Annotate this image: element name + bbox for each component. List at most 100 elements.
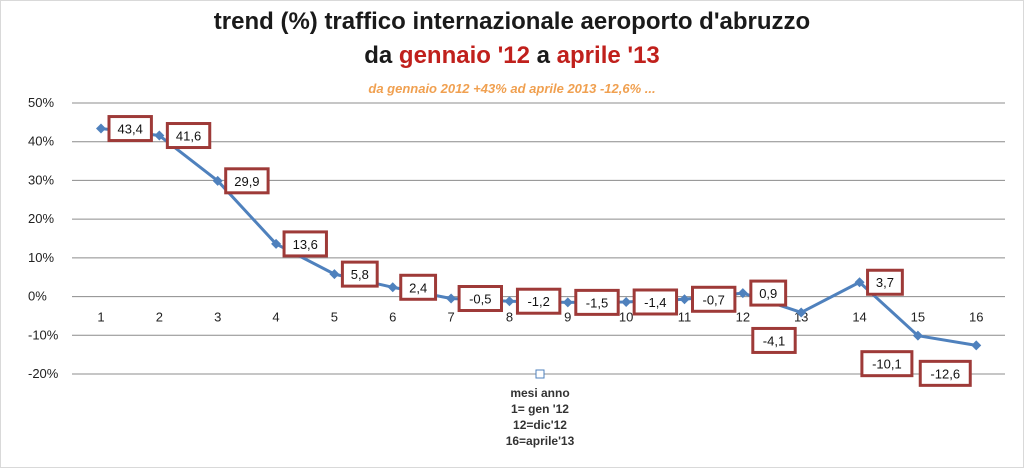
- data-label-text: 29,9: [234, 174, 259, 189]
- x-axis-note-line: 12=dic'12: [513, 418, 567, 432]
- y-tick-label: 50%: [28, 95, 54, 110]
- data-label-box: [866, 268, 904, 296]
- data-label: -4,1: [751, 326, 797, 354]
- data-label-box: [574, 288, 620, 316]
- data-label-text: -0,5: [469, 292, 491, 307]
- x-axis-note-line: 16=aprile'13: [505, 434, 575, 448]
- data-label-text: -0,7: [702, 292, 724, 307]
- x-tick-label: 2: [156, 310, 163, 325]
- data-point: [96, 123, 106, 134]
- data-point: [446, 293, 457, 304]
- data-point: [971, 340, 982, 351]
- x-axis-note-line: mesi anno: [510, 386, 570, 400]
- x-tick-label: 4: [272, 310, 279, 325]
- data-label-box: [165, 122, 212, 150]
- data-label-text: 0,9: [759, 286, 777, 301]
- data-label: 2,4: [399, 273, 438, 301]
- x-tick-label: 15: [911, 310, 925, 325]
- data-point: [912, 330, 923, 341]
- chart-title-line2: da gennaio '12 a aprile '13: [0, 44, 1024, 68]
- data-label: -1,2: [515, 287, 562, 315]
- data-point: [854, 277, 865, 288]
- data-point: [621, 296, 632, 307]
- data-label-box: [282, 230, 328, 258]
- gridlines: [72, 102, 1005, 375]
- data-label-box: [691, 285, 737, 313]
- data-label-box: [751, 326, 797, 354]
- x-tick-label: 5: [331, 310, 338, 325]
- data-label-box: [224, 167, 270, 195]
- data-point: [154, 130, 165, 141]
- data-label-box: [340, 260, 379, 288]
- data-label-text: -4,1: [763, 333, 785, 348]
- data-label-box: [860, 350, 914, 378]
- y-tick-label: 10%: [28, 250, 54, 265]
- y-tick-label: -10%: [28, 327, 59, 342]
- data-point: [271, 238, 282, 249]
- data-label: 5,8: [340, 260, 379, 288]
- chart-subtitle: da gennaio 2012 +43% ad aprile 2013 -12,…: [368, 81, 656, 96]
- y-tick-label: 0%: [28, 289, 47, 304]
- data-label-box: [515, 287, 562, 315]
- data-point: [387, 282, 398, 293]
- title-prefix: da: [364, 42, 399, 69]
- x-tick-label: 9: [564, 310, 571, 325]
- data-point: [796, 307, 807, 318]
- data-label: -12,6: [918, 359, 972, 387]
- x-tick-label: 1: [97, 310, 104, 325]
- data-label-text: 2,4: [409, 280, 427, 295]
- data-label: 0,9: [749, 279, 788, 307]
- y-tick-label: 30%: [28, 172, 54, 187]
- data-label: -0,5: [457, 285, 504, 313]
- x-tick-label: 3: [214, 310, 221, 325]
- data-label: 13,6: [282, 230, 328, 258]
- y-tick-label: -20%: [28, 366, 59, 381]
- data-label-box: [632, 288, 679, 316]
- x-tick-label: 10: [619, 310, 633, 325]
- data-label-box: [749, 279, 788, 307]
- data-label-text: 13,6: [293, 237, 318, 252]
- data-label: -10,1: [860, 350, 914, 378]
- x-tick-label: 7: [447, 310, 454, 325]
- data-label: 41,6: [165, 122, 212, 150]
- data-label-box: [918, 359, 972, 387]
- data-label-text: 41,6: [176, 129, 201, 144]
- data-label-text: -12,6: [930, 366, 960, 381]
- data-point: [212, 175, 223, 186]
- x-tick-label: 8: [506, 310, 513, 325]
- title-to-date: aprile '13: [556, 42, 660, 69]
- title-connector: a: [529, 42, 557, 69]
- data-point: [329, 269, 340, 280]
- data-label: -1,5: [574, 288, 620, 316]
- data-point: [679, 294, 690, 305]
- data-point: [562, 297, 573, 308]
- data-label: 43,4: [107, 115, 153, 143]
- data-label-box: [107, 115, 153, 143]
- data-label-text: 43,4: [118, 122, 143, 137]
- data-point: [504, 296, 515, 307]
- x-tick-label: 12: [736, 310, 750, 325]
- data-label-text: -1,4: [644, 295, 666, 310]
- x-tick-label: 14: [852, 310, 866, 325]
- y-tick-label: 40%: [28, 134, 54, 149]
- x-tick-label: 6: [389, 310, 396, 325]
- data-label: -1,4: [632, 288, 679, 316]
- data-label-box: [399, 273, 438, 301]
- data-label-text: -10,1: [872, 357, 902, 372]
- title-from-date: gennaio '12: [398, 42, 530, 69]
- x-tick-label: 11: [678, 310, 692, 325]
- x-tick-label: 16: [969, 310, 983, 325]
- data-label-text: -1,5: [586, 295, 608, 310]
- y-tick-label: 20%: [28, 211, 54, 226]
- data-label: 29,9: [224, 167, 270, 195]
- data-label-box: [457, 285, 504, 313]
- data-label: -0,7: [691, 285, 737, 313]
- axis-title-handle: [535, 369, 545, 379]
- x-axis-note-line: 1= gen '12: [511, 402, 569, 416]
- y-axis-ticks: 50% 40% 30% 20% 10% 0% -10% -20%: [28, 95, 59, 381]
- data-labels: 43,4 41,6 29,9 13,6 5,8 2,4 -0,5 -1,2 -1,5 -1,4 -0…: [107, 115, 972, 387]
- data-label-text: 3,7: [876, 275, 894, 290]
- data-point: [737, 288, 748, 299]
- data-label-text: -1,2: [527, 294, 549, 309]
